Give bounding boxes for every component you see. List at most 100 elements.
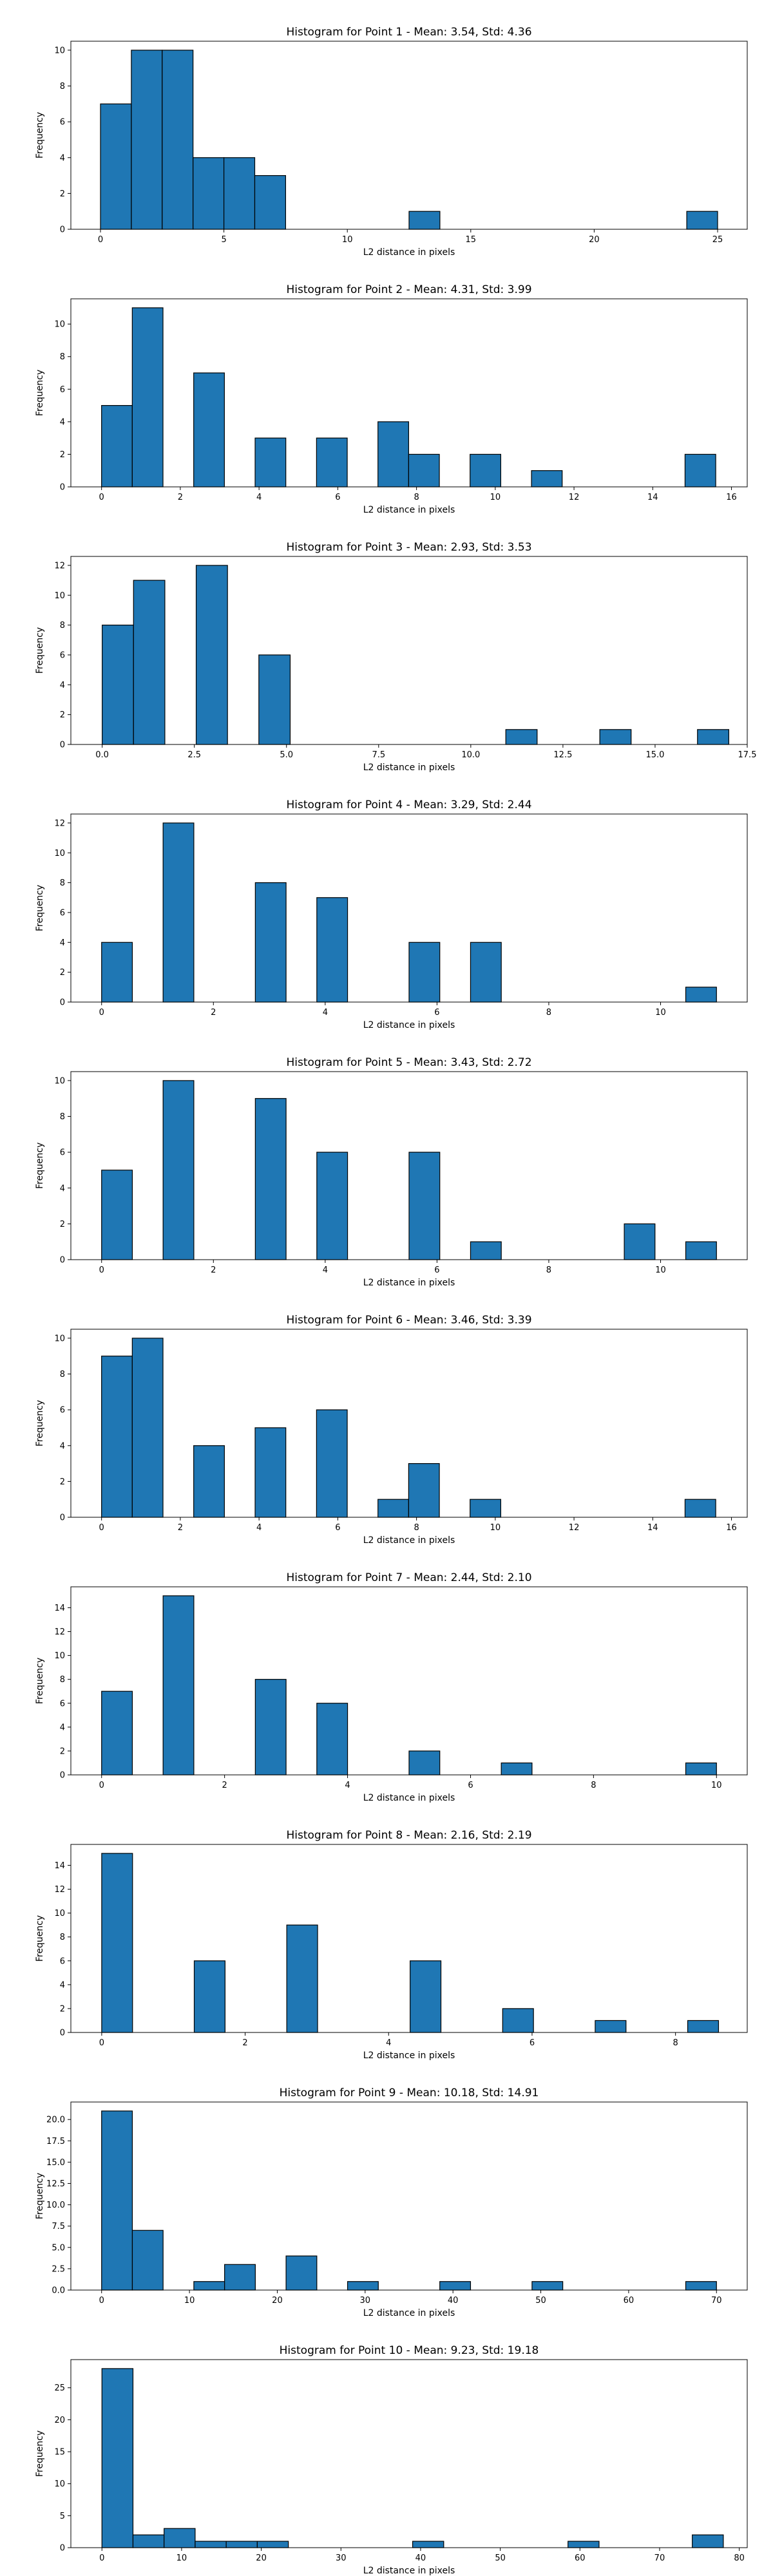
x-tick-label: 50: [535, 2296, 546, 2306]
plot-area-frame: [70, 1844, 748, 2033]
x-tick-label: 30: [360, 2296, 371, 2306]
histogram-bar: [692, 2534, 724, 2548]
y-tick-label: 10: [54, 320, 65, 330]
y-tick-label: 10: [54, 1076, 65, 1086]
x-tick-label: 10: [342, 235, 353, 245]
histogram-bar: [254, 882, 287, 1003]
x-tick-label: 4: [256, 493, 262, 502]
histogram-bar: [377, 421, 409, 488]
y-tick-label: 8: [60, 1112, 65, 1122]
histogram-bar: [316, 1151, 348, 1260]
y-tick-label: 0.0: [52, 2286, 65, 2296]
y-tick-label: 6: [60, 1148, 65, 1158]
y-tick-label: 2: [60, 450, 65, 460]
x-tick-label: 8: [546, 1008, 551, 1018]
histogram-bar: [193, 2281, 225, 2291]
y-tick-label: 8: [60, 352, 65, 362]
y-tick-label: 2.5: [52, 2264, 65, 2274]
histogram-bar: [101, 942, 133, 1003]
x-tick-label: 0: [99, 1008, 104, 1018]
x-axis-label: L2 distance in pixels: [363, 505, 455, 515]
x-axis-label: L2 distance in pixels: [363, 1020, 455, 1030]
chart-title: Histogram for Point 1 - Mean: 3.54, Std:…: [286, 26, 531, 39]
histogram-bar: [193, 372, 225, 488]
x-tick-label: 70: [711, 2296, 722, 2306]
y-tick-label: 10: [54, 2479, 65, 2489]
x-tick-label: 14: [647, 493, 658, 502]
histogram-bar: [316, 897, 348, 1003]
histogram-bar: [684, 453, 716, 488]
y-tick-label: 5.0: [52, 2243, 65, 2253]
y-tick-label: 8: [60, 1933, 65, 1942]
histogram-bar: [223, 157, 256, 230]
histogram-bar: [101, 1356, 133, 1518]
histogram-bar: [408, 1750, 441, 1776]
y-axis-label: Frequency: [35, 885, 45, 931]
histogram-bar: [316, 1703, 348, 1776]
x-axis-label: L2 distance in pixels: [363, 2566, 455, 2576]
histogram-bar: [408, 942, 441, 1003]
histogram-bar: [224, 2264, 256, 2291]
histogram-bar: [685, 987, 717, 1003]
x-tick-label: 0: [99, 2553, 104, 2563]
x-tick-label: 14: [647, 1523, 658, 1533]
x-axis-label: L2 distance in pixels: [363, 1278, 455, 1288]
histogram-bar: [470, 1499, 502, 1518]
chart-title: Histogram for Point 5 - Mean: 3.43, Std:…: [286, 1056, 531, 1069]
histogram-bar: [131, 1338, 164, 1518]
y-tick-label: 17.5: [46, 2137, 65, 2146]
y-tick-label: 8: [60, 621, 65, 630]
y-tick-label: 10.0: [46, 2201, 65, 2210]
x-tick-label: 8: [591, 1781, 596, 1790]
y-tick-label: 2: [60, 189, 65, 199]
histogram-bar: [501, 1762, 533, 1776]
histogram-bar: [131, 307, 164, 488]
x-tick-label: 2: [211, 1008, 216, 1018]
y-tick-label: 6: [60, 908, 65, 918]
y-tick-label: 12: [54, 1627, 65, 1637]
histogram-bar: [595, 2020, 627, 2033]
x-axis-label: L2 distance in pixels: [363, 247, 455, 258]
x-tick-label: 20: [589, 235, 600, 245]
x-tick-label: 7.5: [372, 750, 385, 760]
histogram-bar: [254, 1679, 287, 1776]
y-tick-label: 20.0: [46, 2116, 65, 2125]
x-axis-label: L2 distance in pixels: [363, 1535, 455, 1546]
y-tick-label: 10: [54, 1334, 65, 1343]
x-tick-label: 2.5: [187, 750, 201, 760]
x-tick-label: 16: [726, 493, 737, 502]
x-tick-label: 10: [490, 1523, 501, 1533]
y-tick-label: 14: [54, 1604, 65, 1613]
histogram-bar: [285, 2255, 318, 2291]
y-tick-label: 0: [60, 2029, 65, 2038]
y-tick-label: 2: [60, 968, 65, 978]
y-tick-label: 15.0: [46, 2158, 65, 2168]
x-axis-label: L2 distance in pixels: [363, 762, 455, 773]
histogram-bar: [470, 453, 502, 488]
x-tick-label: 12: [569, 1523, 580, 1533]
histogram-bar: [101, 1690, 133, 1776]
x-tick-label: 2: [242, 2038, 247, 2048]
x-tick-label: 50: [495, 2553, 506, 2563]
x-tick-label: 6: [335, 493, 340, 502]
histogram-bar: [408, 1463, 440, 1518]
histogram-bar: [193, 157, 225, 230]
y-tick-label: 10: [54, 1651, 65, 1661]
histogram-bar: [697, 729, 729, 745]
chart-title: Histogram for Point 7 - Mean: 2.44, Std:…: [286, 1571, 531, 1584]
histogram-bar: [195, 2541, 227, 2548]
x-tick-label: 0.0: [95, 750, 109, 760]
x-axis-label: L2 distance in pixels: [363, 2308, 455, 2318]
y-tick-label: 14: [54, 1861, 65, 1871]
x-tick-label: 40: [448, 2296, 459, 2306]
y-tick-label: 12: [54, 561, 65, 571]
histogram-chart-1: Histogram for Point 1 - Mean: 3.54, Std:…: [35, 26, 748, 258]
y-tick-label: 8: [60, 82, 65, 91]
plot-area-frame: [70, 2359, 748, 2548]
histogram-bar: [408, 211, 441, 230]
x-tick-label: 0: [99, 1265, 104, 1275]
x-tick-label: 0: [98, 235, 103, 245]
x-tick-label: 6: [434, 1008, 439, 1018]
histogram-bar: [162, 1080, 195, 1260]
